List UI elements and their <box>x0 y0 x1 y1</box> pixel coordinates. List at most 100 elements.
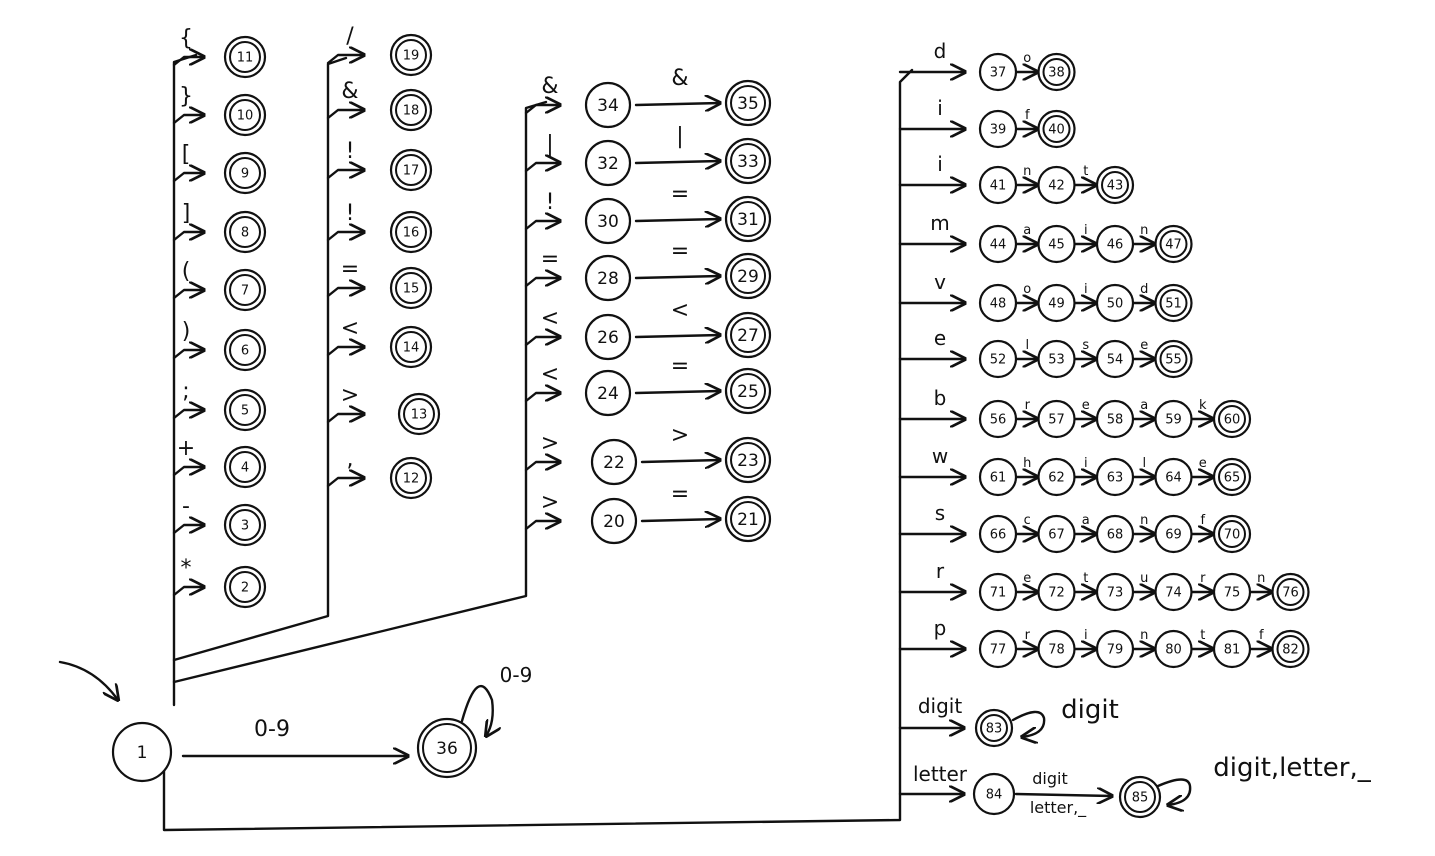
state-37: 37 <box>978 52 1018 92</box>
edge-label-39: i <box>937 96 943 120</box>
state-5: 5 <box>223 388 267 432</box>
state-20: 20 <box>590 497 638 545</box>
edge-label-69: n <box>1140 513 1148 528</box>
edge-first-22 <box>524 462 560 472</box>
edge-label-62: h <box>1023 456 1031 471</box>
edge-second-21 <box>640 519 720 521</box>
state-10: 10 <box>223 93 267 137</box>
state-11: 11 <box>223 35 267 79</box>
edge-label-17: ! <box>346 139 355 164</box>
edge-label-41: i <box>937 152 943 176</box>
edge-label-59: a <box>1140 398 1148 413</box>
edge-label-5: ; <box>182 379 189 404</box>
state-70: 70 <box>1212 514 1252 554</box>
state-50-label: 50 <box>1107 297 1124 312</box>
edge-label-57: r <box>1025 398 1031 413</box>
state-36: 36 <box>416 717 478 779</box>
state-83-label: 83 <box>986 722 1003 737</box>
state-39-label: 39 <box>990 123 1007 138</box>
edge-label-42: n <box>1023 164 1031 179</box>
edge-branch-1-10 <box>172 115 204 125</box>
edge-label-44: m <box>930 211 949 235</box>
state-52: 52 <box>978 339 1018 379</box>
edge-label-49: o <box>1023 282 1031 297</box>
state-72-label: 72 <box>1048 586 1065 601</box>
state-71: 71 <box>978 572 1018 612</box>
state-84-label: 84 <box>986 788 1003 803</box>
edge-label-12: , <box>347 447 354 472</box>
state-32: 32 <box>584 139 632 187</box>
state-66: 66 <box>978 514 1018 554</box>
state-82-label: 82 <box>1282 643 1299 658</box>
edge-label-23: > <box>671 423 689 448</box>
state-35: 35 <box>724 79 772 127</box>
edge-first-26 <box>524 337 560 347</box>
edge-label-bottom-85: letter,_ <box>1030 798 1087 818</box>
state-15-label: 15 <box>403 282 420 297</box>
edge-label-67: c <box>1024 513 1031 528</box>
state-45-label: 45 <box>1048 238 1065 253</box>
state-21-label: 21 <box>737 510 759 530</box>
edge-label-3: - <box>182 494 190 519</box>
state-12-label: 12 <box>403 472 420 487</box>
state-4: 4 <box>223 445 267 489</box>
state-1-label: 1 <box>137 743 148 763</box>
state-54-label: 54 <box>1107 353 1124 368</box>
state-27: 27 <box>724 311 772 359</box>
edge-first-32 <box>524 163 560 173</box>
state-38-label: 38 <box>1048 66 1065 81</box>
state-28: 28 <box>584 254 632 302</box>
state-13-label: 13 <box>411 408 428 423</box>
edge-label-82: f <box>1259 628 1264 643</box>
state-60-label: 60 <box>1224 413 1241 428</box>
state-47-label: 47 <box>1165 238 1182 253</box>
edge-branch-2-16 <box>326 232 364 242</box>
edge-label-76: n <box>1257 571 1265 586</box>
edge-second-27 <box>634 335 720 337</box>
state-57: 57 <box>1037 399 1076 439</box>
edge-branch-1-9 <box>172 173 204 183</box>
state-41: 41 <box>978 165 1018 205</box>
state-74-label: 74 <box>1165 586 1182 601</box>
edge-label-2: * <box>181 556 192 581</box>
state-21: 21 <box>724 495 772 543</box>
state-83: 83 <box>974 708 1014 748</box>
state-14: 14 <box>389 325 433 369</box>
loop-36-label: 0-9 <box>500 663 533 687</box>
state-6: 6 <box>223 328 267 372</box>
state-32-label: 32 <box>597 154 619 174</box>
state-13: 13 <box>397 392 441 436</box>
state-1: 1 <box>111 721 173 783</box>
spine-keywords <box>162 68 914 832</box>
state-65-label: 65 <box>1224 471 1241 486</box>
state-67: 67 <box>1037 514 1076 554</box>
edge-branch-2-14 <box>326 347 364 357</box>
state-59-label: 59 <box>1165 413 1182 428</box>
state-14-label: 14 <box>403 341 420 356</box>
state-26: 26 <box>584 313 632 361</box>
edges-layer <box>58 55 1272 832</box>
state-6-label: 6 <box>241 344 249 359</box>
state-56-label: 56 <box>990 413 1007 428</box>
state-15: 15 <box>389 266 433 310</box>
state-52-label: 52 <box>990 353 1007 368</box>
state-31: 31 <box>724 195 772 243</box>
edge-first-28 <box>524 278 560 288</box>
edge-label-64: l <box>1142 456 1146 471</box>
state-36-label: 36 <box>436 739 458 759</box>
edge-label-83: digit <box>918 694 963 718</box>
edge-label-28: = <box>541 247 559 272</box>
edge-branch-2-12 <box>326 478 364 488</box>
state-77: 77 <box>978 629 1018 669</box>
state-20-label: 20 <box>603 512 625 532</box>
edge-label-43: t <box>1083 164 1088 179</box>
state-62: 62 <box>1037 457 1076 497</box>
state-48-label: 48 <box>990 297 1007 312</box>
edge-first-24 <box>524 393 560 403</box>
edge-label-20: > <box>541 490 559 515</box>
edge-84-85 <box>1014 794 1112 796</box>
state-46-label: 46 <box>1107 238 1124 253</box>
edge-label-60: k <box>1199 398 1207 413</box>
state-43: 43 <box>1095 165 1135 205</box>
edge-label-18: & <box>341 79 358 104</box>
